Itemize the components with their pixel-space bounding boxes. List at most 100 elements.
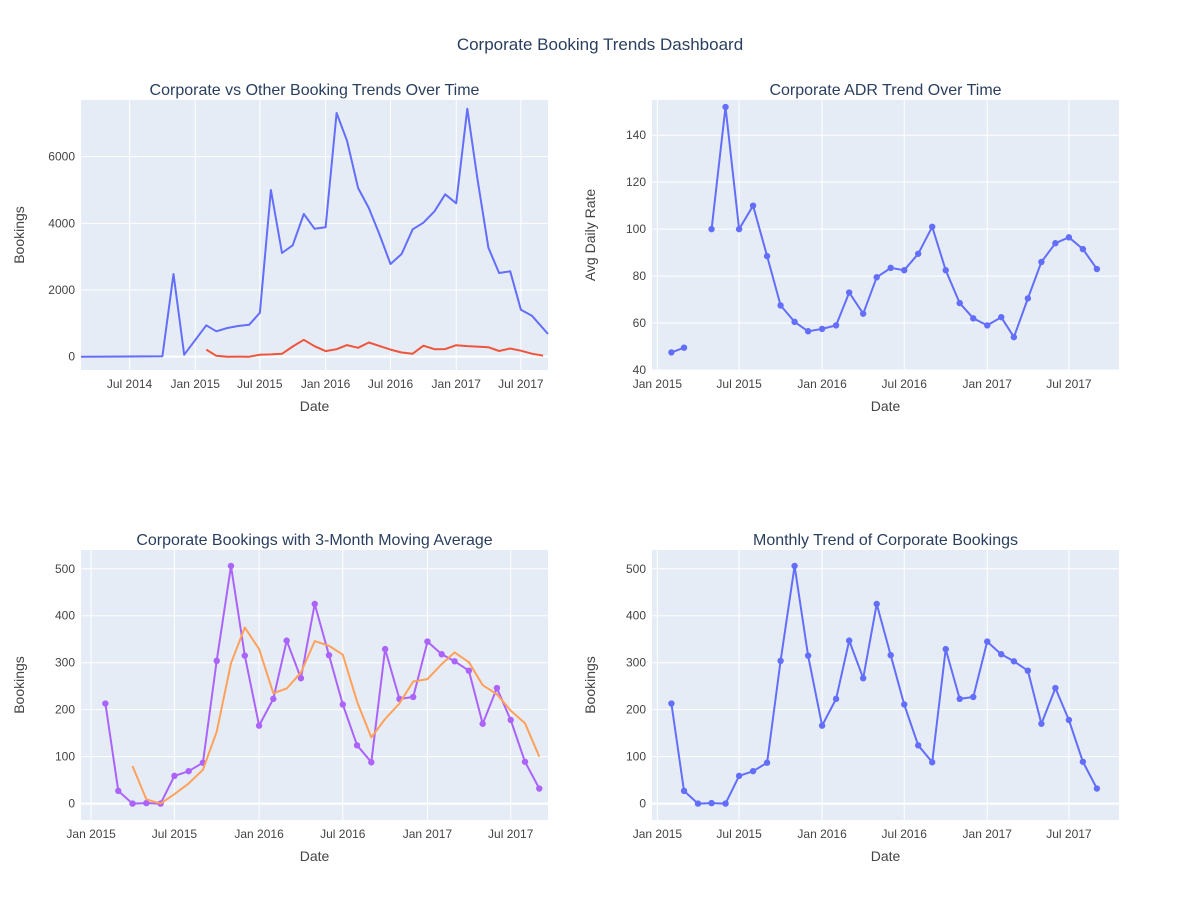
data-point[interactable] xyxy=(915,742,922,749)
data-point[interactable] xyxy=(1010,333,1018,341)
data-point[interactable] xyxy=(804,328,812,335)
data-point[interactable] xyxy=(115,787,122,795)
data-point[interactable] xyxy=(859,310,867,317)
data-point[interactable] xyxy=(536,785,543,792)
data-point[interactable] xyxy=(942,267,949,274)
chart-panel-4: Jan 2015 Jul 2015 Jan 2016 Jul 2016 Jan 2017… xyxy=(582,532,1119,864)
data-point[interactable] xyxy=(998,651,1005,658)
data-point[interactable] xyxy=(668,700,675,707)
data-point[interactable] xyxy=(143,799,150,807)
data-point[interactable] xyxy=(845,289,853,296)
data-point[interactable] xyxy=(735,772,743,780)
data-point[interactable] xyxy=(1065,716,1073,724)
data-point[interactable] xyxy=(241,652,248,659)
data-point[interactable] xyxy=(791,318,798,326)
data-point[interactable] xyxy=(1024,295,1032,302)
data-point[interactable] xyxy=(424,638,431,645)
data-point[interactable] xyxy=(970,693,977,701)
data-point[interactable] xyxy=(353,742,361,749)
data-point[interactable] xyxy=(339,701,346,708)
data-point[interactable] xyxy=(873,600,880,608)
data-point[interactable] xyxy=(845,637,853,644)
data-point[interactable] xyxy=(680,344,688,351)
data-point[interactable] xyxy=(887,264,894,272)
data-point[interactable] xyxy=(998,313,1005,321)
data-point[interactable] xyxy=(227,562,235,570)
data-point[interactable] xyxy=(763,759,771,766)
data-point[interactable] xyxy=(1052,240,1059,247)
data-point[interactable] xyxy=(929,759,936,766)
data-point[interactable] xyxy=(1010,658,1018,665)
data-point[interactable] xyxy=(185,767,192,775)
data-point[interactable] xyxy=(763,252,771,260)
data-point[interactable] xyxy=(749,767,757,775)
x-tick-label: Jan 2017 xyxy=(403,827,453,841)
data-point[interactable] xyxy=(270,695,277,703)
data-point[interactable] xyxy=(901,701,908,708)
data-point[interactable] xyxy=(956,695,963,703)
data-point[interactable] xyxy=(325,651,333,659)
data-point[interactable] xyxy=(381,645,389,653)
data-point[interactable] xyxy=(1038,258,1045,266)
data-point[interactable] xyxy=(984,638,991,645)
data-point[interactable] xyxy=(438,651,445,658)
data-point[interactable] xyxy=(832,322,840,329)
data-point[interactable] xyxy=(102,700,109,707)
data-point[interactable] xyxy=(735,225,743,233)
data-point[interactable] xyxy=(956,299,963,307)
data-point[interactable] xyxy=(283,637,290,644)
data-point[interactable] xyxy=(129,800,136,807)
data-point[interactable] xyxy=(1024,667,1032,674)
data-point[interactable] xyxy=(171,772,178,780)
data-point[interactable] xyxy=(984,322,991,329)
data-point[interactable] xyxy=(255,722,263,729)
data-point[interactable] xyxy=(368,759,375,766)
data-point[interactable] xyxy=(832,695,840,703)
y-tick-label: 6000 xyxy=(48,150,75,164)
data-point[interactable] xyxy=(694,800,702,807)
data-point[interactable] xyxy=(859,674,867,682)
data-point[interactable] xyxy=(722,800,729,807)
data-point[interactable] xyxy=(1079,758,1087,765)
data-point[interactable] xyxy=(1052,684,1059,692)
data-point[interactable] xyxy=(942,645,949,653)
data-point[interactable] xyxy=(777,657,784,665)
data-point[interactable] xyxy=(479,720,486,727)
data-point[interactable] xyxy=(213,657,220,665)
data-point[interactable] xyxy=(493,684,501,692)
data-point[interactable] xyxy=(1065,234,1073,241)
data-point[interactable] xyxy=(970,315,977,322)
data-point[interactable] xyxy=(791,562,798,570)
data-point[interactable] xyxy=(465,667,473,674)
y-tick-label: 100 xyxy=(626,750,646,764)
data-point[interactable] xyxy=(1079,245,1087,253)
data-point[interactable] xyxy=(777,302,784,309)
y-tick-label: 80 xyxy=(633,269,647,283)
data-point[interactable] xyxy=(1038,720,1045,727)
data-point[interactable] xyxy=(818,325,826,333)
data-point[interactable] xyxy=(708,225,715,233)
data-point[interactable] xyxy=(804,652,812,659)
chart-panels: Jul 2014 Jan 2015 Jul 2015 Jan 2016 Jul 2016… xyxy=(11,82,1119,864)
data-point[interactable] xyxy=(680,787,688,795)
data-point[interactable] xyxy=(901,267,908,274)
data-point[interactable] xyxy=(409,693,417,701)
data-point[interactable] xyxy=(722,103,729,111)
data-point[interactable] xyxy=(1093,265,1101,273)
data-point[interactable] xyxy=(818,722,826,729)
series-line xyxy=(205,338,544,358)
data-point[interactable] xyxy=(1093,785,1101,792)
data-point[interactable] xyxy=(521,758,529,765)
data-point[interactable] xyxy=(708,799,715,807)
data-point[interactable] xyxy=(873,274,880,281)
data-point[interactable] xyxy=(887,651,894,659)
data-point[interactable] xyxy=(311,600,318,608)
data-point[interactable] xyxy=(749,202,757,209)
data-point[interactable] xyxy=(297,674,305,682)
data-point[interactable] xyxy=(507,716,514,724)
data-point[interactable] xyxy=(929,223,936,230)
data-point[interactable] xyxy=(915,250,922,257)
data-point[interactable] xyxy=(451,658,458,665)
data-point[interactable] xyxy=(668,349,675,356)
